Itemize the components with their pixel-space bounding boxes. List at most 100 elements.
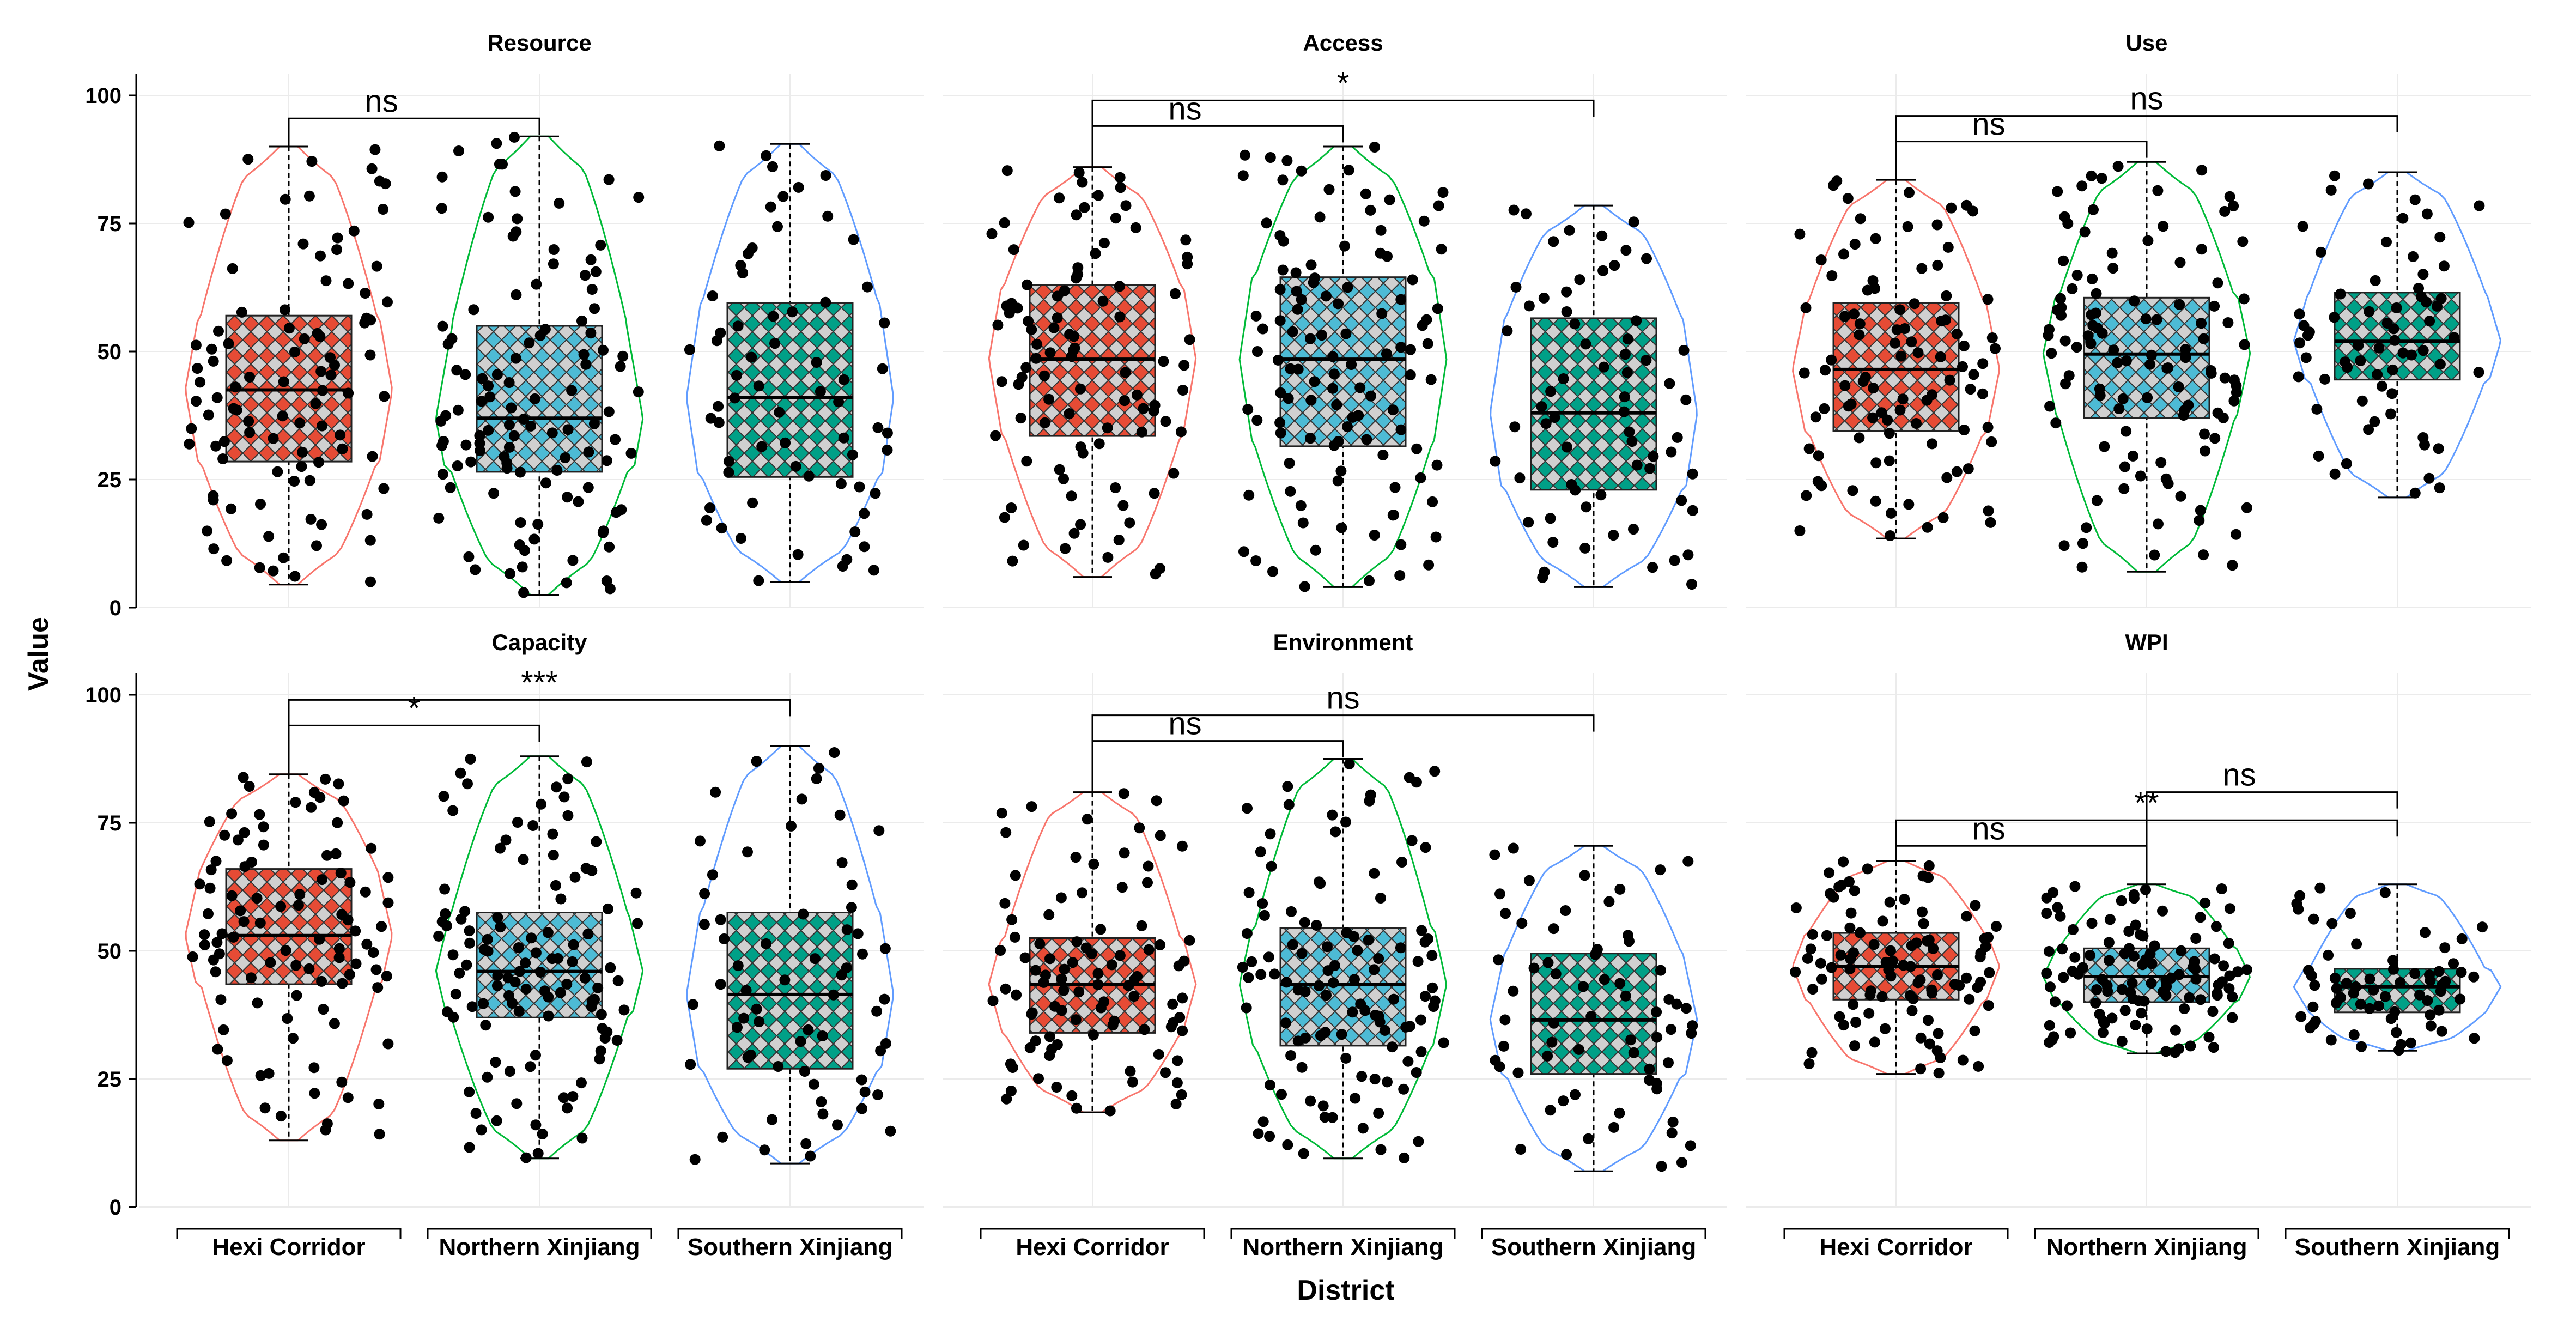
data-point xyxy=(1243,972,1254,983)
data-point xyxy=(817,1030,828,1041)
data-point xyxy=(2067,283,2078,294)
data-point xyxy=(1941,290,1952,301)
data-point xyxy=(1944,374,1955,386)
data-point xyxy=(1614,978,1626,989)
data-point xyxy=(879,993,890,1005)
data-point xyxy=(2158,221,2169,232)
data-point xyxy=(511,226,522,238)
data-point xyxy=(1402,1056,1414,1067)
data-point xyxy=(1805,943,1816,955)
data-point xyxy=(1915,974,1926,986)
data-point xyxy=(1911,937,1922,949)
data-point xyxy=(1299,581,1310,592)
y-tick-label: 25 xyxy=(98,1068,122,1092)
data-point xyxy=(1055,892,1067,904)
data-point xyxy=(505,568,515,579)
y-tick-label: 100 xyxy=(85,683,121,707)
data-point xyxy=(601,575,612,586)
data-point xyxy=(2405,1037,2416,1048)
data-point xyxy=(2387,364,2398,375)
data-point xyxy=(1369,1074,1381,1085)
significance-bracket xyxy=(2146,791,2398,884)
data-point xyxy=(348,225,360,237)
data-point xyxy=(491,980,503,991)
data-point xyxy=(1819,403,1830,414)
data-point xyxy=(1282,1139,1293,1150)
data-point xyxy=(1831,175,1843,187)
data-point xyxy=(1965,384,1976,395)
data-point xyxy=(360,288,371,299)
data-point xyxy=(2313,450,2324,462)
data-point xyxy=(2231,529,2242,540)
data-point xyxy=(1184,935,1195,946)
group-2 xyxy=(684,140,895,586)
data-point xyxy=(1663,1057,1674,1069)
data-point xyxy=(1023,316,1034,327)
data-point xyxy=(1052,1039,1063,1050)
data-point xyxy=(1070,852,1082,863)
data-point xyxy=(304,475,315,486)
data-point xyxy=(2329,468,2341,480)
data-point xyxy=(476,1124,487,1136)
significance-bracket xyxy=(1091,99,1595,167)
data-point xyxy=(1975,977,1986,988)
data-point xyxy=(518,414,530,425)
data-point xyxy=(1973,1060,1984,1072)
data-point xyxy=(1894,404,1906,416)
data-point xyxy=(856,1103,867,1114)
data-point xyxy=(321,850,333,861)
data-point xyxy=(382,1038,394,1050)
data-point xyxy=(294,417,306,429)
data-point xyxy=(205,864,217,876)
data-point xyxy=(1935,351,1946,362)
data-point xyxy=(195,377,206,388)
data-point xyxy=(561,978,573,990)
data-point xyxy=(1644,1075,1655,1086)
data-point xyxy=(530,1119,542,1131)
data-point xyxy=(816,1096,827,1107)
data-point xyxy=(1911,418,1922,429)
data-point xyxy=(2144,359,2156,370)
data-point xyxy=(1499,1014,1511,1026)
data-point xyxy=(2370,275,2381,286)
data-point xyxy=(716,523,727,534)
data-point xyxy=(2369,416,2380,427)
data-point xyxy=(811,773,822,784)
data-point xyxy=(1069,342,1080,354)
data-point xyxy=(2045,981,2056,993)
data-point xyxy=(566,385,578,396)
data-point xyxy=(573,496,584,507)
data-point xyxy=(1075,519,1086,530)
data-point xyxy=(2117,393,2129,404)
group-1 xyxy=(1237,758,1449,1163)
data-point xyxy=(539,324,551,335)
data-point xyxy=(615,361,626,372)
data-point xyxy=(1054,192,1065,204)
data-point xyxy=(773,1061,784,1072)
data-point xyxy=(715,914,726,925)
data-point xyxy=(2086,918,2098,929)
data-point xyxy=(1918,918,1929,929)
data-point xyxy=(717,1131,728,1143)
panel-title: Use xyxy=(2125,30,2167,56)
data-point xyxy=(1528,962,1540,974)
data-point xyxy=(254,917,266,929)
data-point xyxy=(1336,522,1347,533)
data-point xyxy=(2116,1036,2128,1047)
data-point xyxy=(603,406,615,417)
data-point xyxy=(2160,1046,2172,1057)
data-point xyxy=(767,1114,777,1125)
data-point xyxy=(1800,302,1812,313)
data-point xyxy=(1305,333,1316,344)
data-point xyxy=(1253,1128,1264,1139)
data-point xyxy=(1184,334,1195,345)
data-point xyxy=(1406,835,1418,846)
data-point xyxy=(450,989,461,1000)
significance-label: ns xyxy=(1168,706,1201,742)
data-point xyxy=(1031,338,1043,350)
data-point xyxy=(1838,856,1849,868)
data-point xyxy=(1623,930,1633,941)
data-point xyxy=(1628,524,1639,535)
data-point xyxy=(872,1089,884,1100)
